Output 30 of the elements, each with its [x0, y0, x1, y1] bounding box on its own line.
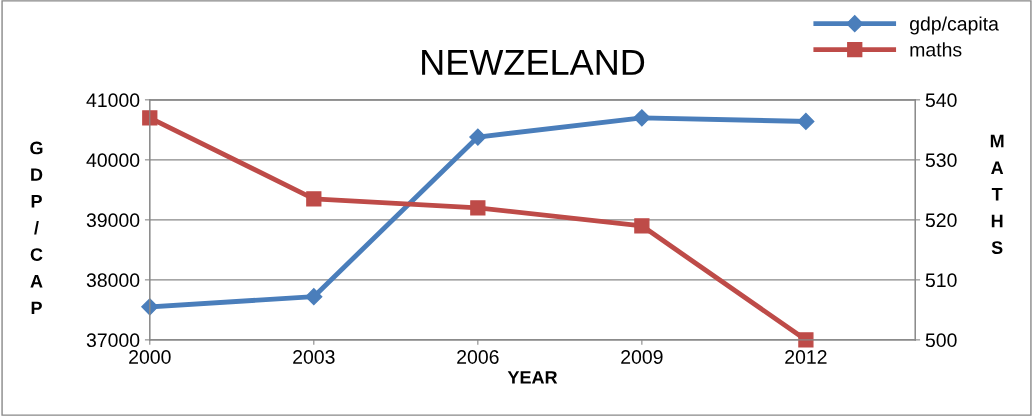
point	[797, 112, 815, 130]
y2-tick-label: 520	[925, 213, 957, 228]
legend-label: maths	[910, 42, 962, 57]
y-tick-label: 39000	[86, 213, 140, 228]
y-tick-label: 37000	[86, 333, 140, 348]
y2-tick-label: 510	[925, 273, 957, 288]
x-tick-label: 2000	[129, 350, 171, 364]
x-tick-label: 2012	[785, 350, 827, 364]
x-tick-label: 2009	[621, 350, 663, 364]
point	[470, 200, 486, 216]
y2-tick-label: 500	[925, 333, 957, 348]
chart-title: NEWZELAND	[422, 50, 645, 75]
point	[798, 332, 814, 348]
y-tick-label: 38000	[86, 273, 140, 288]
x-tick-label: 2006	[457, 350, 499, 364]
point	[305, 288, 323, 306]
y-tick-label: 40000	[86, 153, 140, 168]
legend-label: gdp/capita	[910, 16, 999, 35]
x-axis-title: YEAR	[507, 371, 558, 384]
point	[633, 109, 651, 127]
x-tick-label: 2003	[293, 350, 335, 364]
point	[306, 191, 322, 207]
y-axis-title: GDP/CAP	[30, 141, 43, 315]
y2-axis-title: MATHS	[990, 134, 1004, 254]
y-tick-label: 41000	[86, 93, 140, 108]
y2-tick-label: 540	[925, 93, 957, 108]
point	[634, 218, 650, 234]
point	[142, 110, 158, 126]
point	[469, 128, 487, 146]
y2-tick-label: 530	[925, 153, 957, 168]
